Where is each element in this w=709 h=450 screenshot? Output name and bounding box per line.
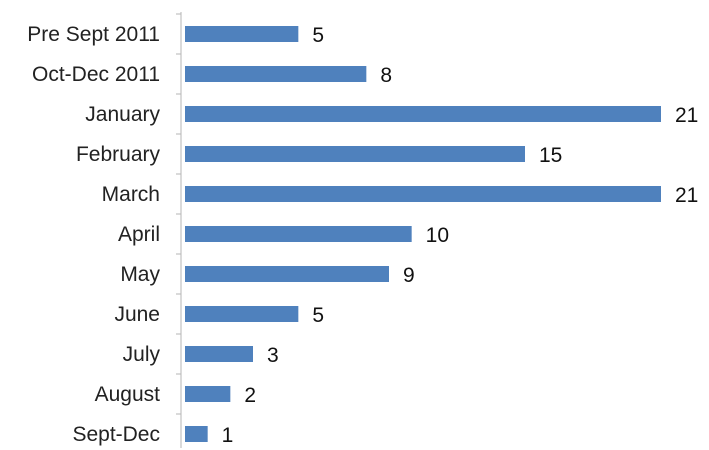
value-label-oct-dec-2011: 8	[380, 64, 392, 87]
value-label-sept-dec: 1	[222, 424, 234, 447]
category-label-oct-dec-2011: Oct-Dec 2011	[32, 63, 160, 86]
bar-february	[185, 146, 525, 162]
category-label-pre-sept-2011: Pre Sept 2011	[27, 23, 160, 46]
category-label-july: July	[123, 343, 161, 366]
category-label-may: May	[120, 263, 160, 286]
value-label-june: 5	[312, 304, 324, 327]
value-label-april: 10	[426, 224, 449, 247]
category-label-january: January	[85, 103, 160, 126]
category-axis-ticks	[176, 13, 181, 415]
value-label-march: 21	[675, 184, 698, 207]
bar-july	[185, 346, 253, 362]
category-labels: Pre Sept 2011 Oct-Dec 2011 January February…	[27, 23, 160, 446]
value-label-august: 2	[244, 384, 256, 407]
category-label-february: February	[76, 143, 161, 166]
category-label-june: June	[114, 303, 160, 326]
category-label-sept-dec: Sept-Dec	[72, 423, 160, 446]
bar-pre-sept-2011	[185, 26, 299, 42]
category-label-april: April	[118, 223, 160, 246]
value-label-january: 21	[675, 104, 698, 127]
bar-august	[185, 386, 231, 402]
bar-april	[185, 226, 412, 242]
bar-oct-dec-2011	[185, 66, 367, 82]
bar-series	[185, 26, 661, 442]
value-label-july: 3	[267, 344, 279, 367]
value-label-may: 9	[403, 264, 415, 287]
category-label-august: August	[95, 383, 161, 406]
bar-march	[185, 186, 661, 202]
value-label-pre-sept-2011: 5	[312, 24, 324, 47]
bar-may	[185, 266, 389, 282]
bar-january	[185, 106, 661, 122]
bar-sept-dec	[185, 426, 208, 442]
value-label-february: 15	[539, 144, 562, 167]
category-label-march: March	[102, 183, 160, 206]
bar-june	[185, 306, 299, 322]
